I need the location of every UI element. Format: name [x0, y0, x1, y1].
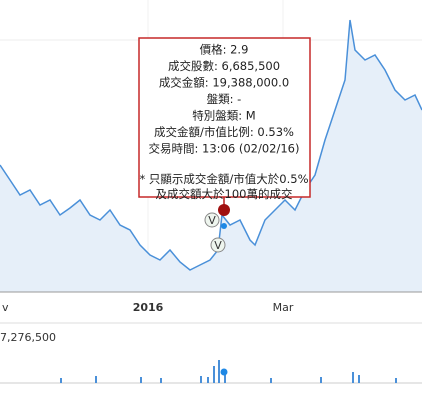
tooltip-line: 盤類: - — [207, 92, 242, 106]
flag[interactable] — [204, 212, 220, 228]
trade-marker[interactable] — [218, 204, 230, 216]
x-label: Mar — [273, 301, 294, 314]
tooltip: 價格: 2.9 成交股數: 6,685,500 成交金額: 19,388,000.0… — [138, 37, 311, 201]
price-area — [0, 20, 422, 292]
price-line — [0, 19, 422, 271]
flag-text: V — [214, 239, 222, 252]
volume-marker — [220, 368, 228, 376]
volume-label: 7,276,500 — [0, 331, 56, 344]
x-label: v — [2, 301, 9, 314]
tooltip-box — [138, 37, 311, 198]
x-label: 2016 — [133, 301, 164, 314]
tooltip-line: 特別盤類: M — [192, 109, 255, 123]
volume-bars — [60, 360, 397, 383]
tooltip-line: 成交金額/市值比例: 0.53% — [154, 125, 294, 139]
tooltip-line: 成交金額: 19,388,000.0 — [159, 76, 289, 90]
point — [221, 223, 227, 229]
flag-text: V — [208, 214, 216, 227]
flag[interactable] — [210, 237, 226, 253]
tooltip-line: 成交股數: 6,685,500 — [168, 59, 280, 73]
tooltip-note: * 只顯示成交金額/市值大於0.5% — [140, 172, 309, 186]
tooltip-line: 價格: 2.9 — [200, 43, 249, 57]
tooltip-note: 及成交額大於100萬的成交 — [156, 187, 293, 201]
tooltip-line: 交易時間: 13:06 (02/02/16) — [149, 142, 300, 156]
